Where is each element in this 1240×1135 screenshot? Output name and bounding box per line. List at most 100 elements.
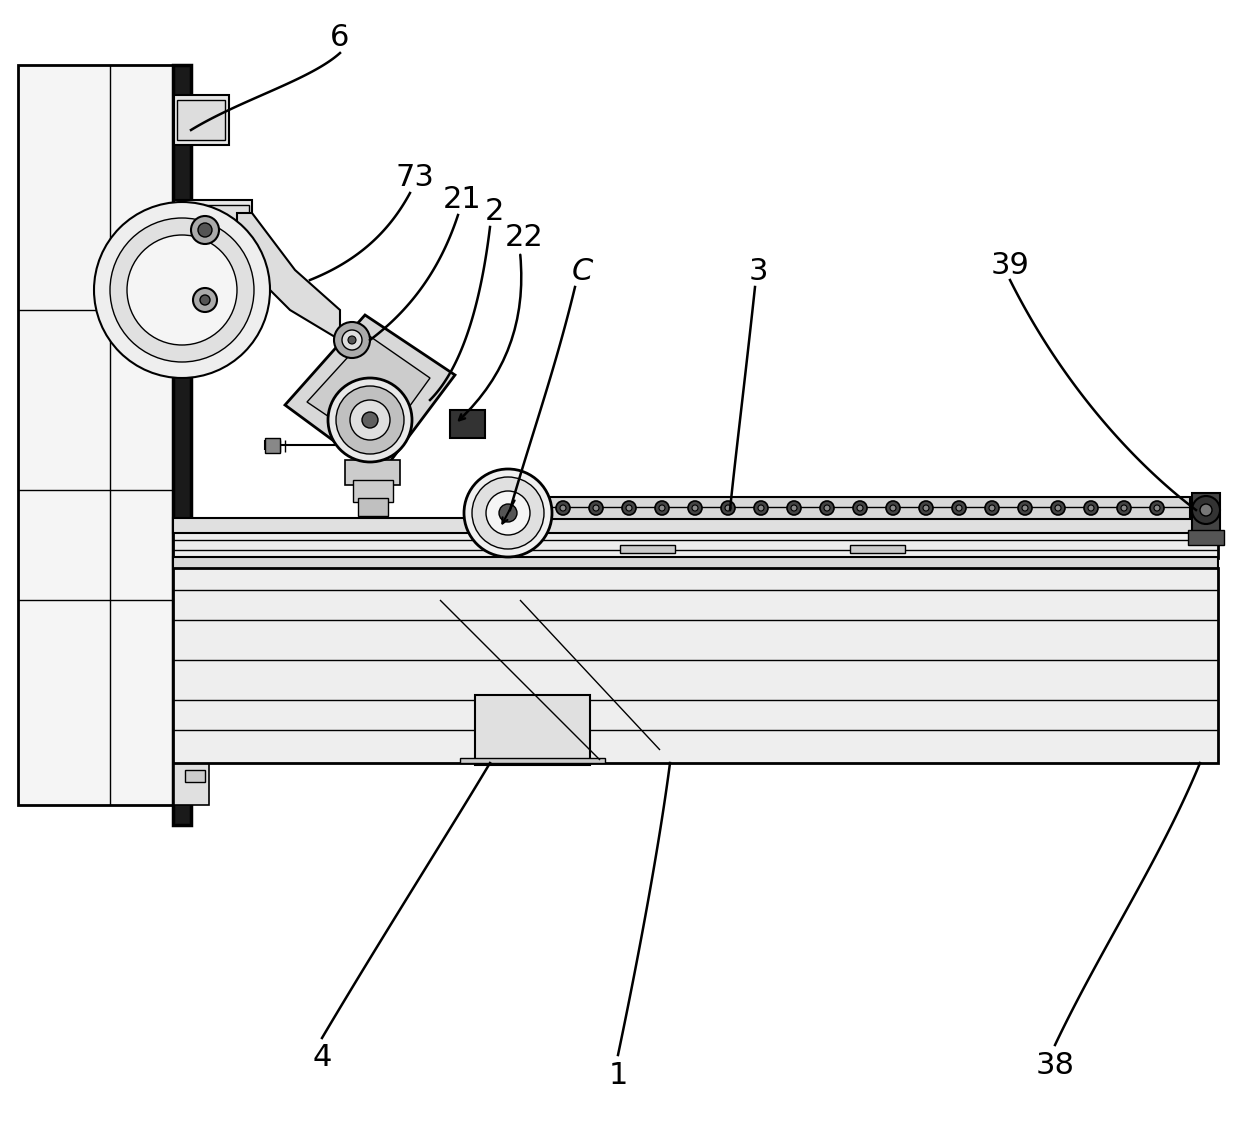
Circle shape: [350, 400, 391, 440]
Circle shape: [193, 288, 217, 312]
Circle shape: [952, 501, 966, 515]
Circle shape: [200, 295, 210, 305]
Circle shape: [523, 501, 537, 515]
Bar: [174, 557, 1218, 569]
Bar: [174, 530, 1218, 558]
Circle shape: [890, 505, 897, 511]
Circle shape: [560, 505, 565, 511]
Bar: [475, 695, 590, 765]
Circle shape: [791, 505, 797, 511]
Circle shape: [464, 469, 552, 557]
Circle shape: [655, 501, 670, 515]
Bar: [358, 498, 388, 516]
Bar: [177, 205, 249, 325]
Circle shape: [985, 501, 999, 515]
Bar: [177, 100, 224, 140]
Text: 73: 73: [396, 163, 434, 193]
Bar: [460, 758, 605, 763]
Circle shape: [94, 202, 270, 378]
Circle shape: [126, 235, 237, 345]
Polygon shape: [237, 213, 340, 340]
Circle shape: [1052, 501, 1065, 515]
Circle shape: [334, 322, 370, 358]
Bar: [345, 460, 401, 485]
Circle shape: [853, 501, 867, 515]
Circle shape: [198, 222, 212, 237]
Bar: [484, 505, 516, 535]
Circle shape: [362, 412, 378, 428]
Circle shape: [593, 505, 599, 511]
Text: 4: 4: [312, 1043, 331, 1073]
Bar: [490, 497, 1190, 519]
Text: C: C: [572, 258, 593, 286]
Text: 22: 22: [505, 224, 543, 252]
Bar: [849, 545, 905, 553]
Text: 39: 39: [991, 251, 1029, 279]
Circle shape: [956, 505, 962, 511]
Circle shape: [472, 477, 544, 549]
Circle shape: [1200, 504, 1211, 516]
Circle shape: [191, 216, 219, 244]
Circle shape: [348, 336, 356, 344]
Circle shape: [486, 491, 529, 535]
Circle shape: [1154, 505, 1159, 511]
Circle shape: [556, 501, 570, 515]
Circle shape: [758, 505, 764, 511]
Text: 1: 1: [609, 1060, 627, 1090]
Circle shape: [720, 501, 735, 515]
Bar: [174, 568, 1218, 763]
Bar: [1192, 493, 1220, 538]
Bar: [620, 545, 675, 553]
Bar: [174, 95, 229, 145]
Bar: [353, 480, 393, 502]
Bar: [19, 65, 174, 805]
Circle shape: [110, 218, 254, 362]
Circle shape: [887, 501, 900, 515]
Text: 21: 21: [443, 185, 481, 215]
Text: 6: 6: [330, 24, 350, 52]
Bar: [174, 760, 210, 805]
Circle shape: [990, 505, 994, 511]
Circle shape: [857, 505, 863, 511]
Circle shape: [329, 378, 412, 462]
Circle shape: [1117, 501, 1131, 515]
Bar: [185, 770, 205, 782]
Polygon shape: [308, 335, 430, 449]
Circle shape: [626, 505, 632, 511]
Circle shape: [589, 501, 603, 515]
Circle shape: [820, 501, 835, 515]
Circle shape: [336, 386, 404, 454]
Circle shape: [787, 501, 801, 515]
Bar: [174, 518, 1218, 533]
Text: 2: 2: [485, 197, 503, 227]
Circle shape: [498, 504, 517, 522]
Circle shape: [658, 505, 665, 511]
Bar: [484, 526, 516, 537]
Bar: [1188, 530, 1224, 545]
Bar: [174, 65, 191, 825]
Circle shape: [622, 501, 636, 515]
Circle shape: [1149, 501, 1164, 515]
Circle shape: [527, 505, 533, 511]
Circle shape: [1192, 496, 1220, 524]
Circle shape: [825, 505, 830, 511]
Circle shape: [754, 501, 768, 515]
Text: 3: 3: [748, 258, 768, 286]
Circle shape: [688, 501, 702, 515]
Circle shape: [1084, 501, 1097, 515]
Circle shape: [1018, 501, 1032, 515]
Circle shape: [725, 505, 732, 511]
Text: 38: 38: [1035, 1051, 1075, 1079]
Circle shape: [1121, 505, 1127, 511]
Circle shape: [919, 501, 932, 515]
Circle shape: [923, 505, 929, 511]
Polygon shape: [285, 316, 455, 476]
Circle shape: [692, 505, 698, 511]
Circle shape: [1022, 505, 1028, 511]
Circle shape: [1087, 505, 1094, 511]
Circle shape: [1055, 505, 1061, 511]
Bar: [450, 410, 485, 438]
Circle shape: [342, 330, 362, 350]
Bar: [174, 200, 252, 330]
Bar: [265, 438, 280, 453]
